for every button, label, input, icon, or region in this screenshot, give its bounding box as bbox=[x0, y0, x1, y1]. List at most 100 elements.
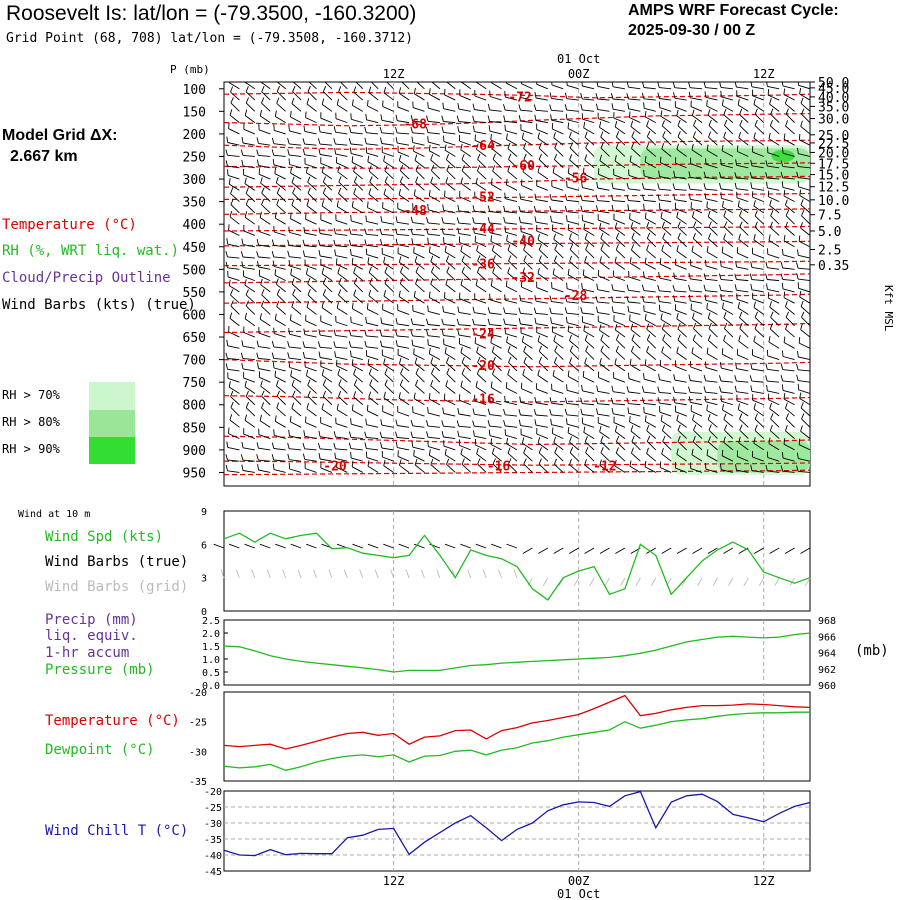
wind-barb-flag bbox=[614, 256, 617, 263]
wind-barb-flag bbox=[410, 115, 414, 122]
wind-barb-flag bbox=[241, 261, 244, 268]
wind-barb-shaft bbox=[291, 204, 302, 214]
wind-barb-flag bbox=[472, 306, 475, 313]
wind-barb-flag bbox=[380, 137, 383, 144]
wind-barb-shaft bbox=[289, 468, 302, 473]
wind-barb-flag bbox=[549, 397, 552, 404]
wind-barb-flag bbox=[487, 307, 491, 314]
wind-barb-shaft bbox=[259, 217, 271, 225]
wind-barb-shaft bbox=[552, 230, 564, 236]
wind-barb-flag bbox=[522, 165, 526, 172]
wind-barb-shaft bbox=[412, 425, 425, 428]
legend-temperature: Temperature (°C) bbox=[2, 217, 137, 233]
wind-barb-shaft bbox=[366, 346, 379, 349]
wind-barb-shaft bbox=[489, 312, 502, 315]
wind-barb-flag bbox=[430, 379, 434, 386]
wind-barb-shaft bbox=[505, 109, 518, 112]
wind-barb-flag bbox=[428, 393, 431, 400]
wind-barb-flag bbox=[338, 390, 342, 397]
wind-barb-flag bbox=[641, 397, 645, 404]
wind-barb-shaft bbox=[261, 305, 271, 315]
wind-barb-flag bbox=[610, 194, 614, 201]
wind-barb-shaft bbox=[224, 133, 225, 134]
wind-barb-shaft bbox=[693, 226, 703, 236]
wind-barb-shaft bbox=[753, 341, 764, 349]
wind-barb-shaft bbox=[674, 188, 687, 191]
wind-barb-shaft bbox=[384, 384, 394, 394]
wind-barb-flag bbox=[380, 114, 383, 121]
wind-barb-flag bbox=[216, 97, 219, 103]
wind-barb-shaft bbox=[552, 172, 564, 180]
wind-barb-shaft bbox=[584, 238, 595, 248]
wind-barb-shaft bbox=[430, 159, 441, 169]
wind-barb-shaft bbox=[538, 452, 549, 462]
wind-barb-shaft bbox=[398, 296, 410, 304]
wind-barb-shaft bbox=[274, 173, 286, 180]
wind-barb-flag bbox=[564, 397, 568, 404]
temperature-panel-frame bbox=[223, 691, 811, 782]
dewpoint-label: Dewpoint (°C) bbox=[45, 742, 155, 758]
wind-barb-flag bbox=[215, 109, 217, 115]
wind-barb-flag bbox=[240, 251, 244, 258]
wind-barb-shaft bbox=[245, 305, 256, 315]
wind-barb-flag bbox=[722, 404, 724, 411]
wind-barb-shaft bbox=[536, 332, 549, 338]
wind-barb-shaft bbox=[227, 345, 240, 349]
wind-barb-shaft bbox=[598, 422, 610, 428]
wind-barb-shaft bbox=[273, 154, 286, 157]
wind-barb-shaft bbox=[722, 206, 734, 214]
wind-barb-flag bbox=[691, 211, 695, 218]
wind-barb-flag bbox=[413, 348, 415, 355]
wind-barb-shaft bbox=[676, 217, 687, 225]
wind-barb-flag bbox=[318, 351, 321, 358]
wind-barb-flag bbox=[256, 251, 259, 258]
wind-barb-shaft bbox=[600, 249, 610, 259]
wind10m-grid-barb bbox=[343, 569, 348, 579]
wind-barb-flag bbox=[780, 160, 784, 167]
time-label-bottom: 12Z bbox=[753, 874, 775, 888]
wind-barb-shaft bbox=[645, 319, 657, 327]
wind-barb-shaft bbox=[646, 328, 657, 338]
wind-barb-shaft bbox=[523, 463, 533, 473]
height-tick-label: 7.5 bbox=[818, 209, 841, 224]
wind-barb-flag bbox=[241, 363, 244, 369]
wind-barb-shaft bbox=[229, 216, 240, 225]
height-tick-label: 0.35 bbox=[818, 259, 849, 274]
wind-barb-shaft bbox=[304, 245, 317, 248]
wind-barb-shaft bbox=[492, 373, 502, 383]
wind-barb-shaft bbox=[569, 147, 580, 157]
windchill-tick-label: -30 bbox=[204, 819, 222, 830]
wind-barb-shaft bbox=[276, 385, 286, 394]
wind-barb-flag bbox=[274, 212, 277, 219]
wind-barb-shaft bbox=[289, 357, 302, 361]
wind-barb-flag bbox=[596, 283, 599, 290]
wind-barb-shaft bbox=[430, 362, 441, 372]
wind-barb-shaft bbox=[569, 340, 579, 349]
wind-barb-flag bbox=[706, 201, 708, 208]
wind-barb-flag bbox=[708, 131, 712, 138]
wind-barb-flag bbox=[457, 408, 460, 415]
wind-barb-shaft bbox=[444, 251, 456, 259]
wind-barb-flag bbox=[367, 155, 370, 162]
wind-barb-flag bbox=[488, 226, 491, 233]
wind-barb-shaft bbox=[537, 273, 549, 281]
wind-barb-flag bbox=[518, 115, 521, 122]
wind-barb-flag bbox=[566, 181, 568, 188]
wind-barb-flag bbox=[801, 210, 805, 216]
wind-barb-flag bbox=[504, 192, 506, 199]
wind-barb-flag bbox=[693, 221, 697, 228]
wind-barb-flag bbox=[380, 442, 383, 449]
wind-barb-flag bbox=[657, 397, 660, 404]
wind-barb-shaft bbox=[505, 211, 518, 214]
wind-barb-flag bbox=[644, 110, 647, 117]
wind-barb-shaft bbox=[707, 317, 718, 327]
wind-barb-shaft bbox=[536, 388, 549, 394]
wind-barb-shaft bbox=[369, 283, 379, 293]
wind-barb-flag bbox=[611, 385, 614, 392]
wind-barb-shaft bbox=[798, 186, 810, 191]
wind-barb-shaft bbox=[459, 298, 471, 304]
wind10m-grid-barb bbox=[297, 569, 302, 579]
wind-barb-shaft bbox=[224, 280, 225, 281]
wind-barb-shaft bbox=[412, 233, 425, 236]
wind-barbs-grid-label: Wind Barbs (grid) bbox=[45, 579, 189, 595]
